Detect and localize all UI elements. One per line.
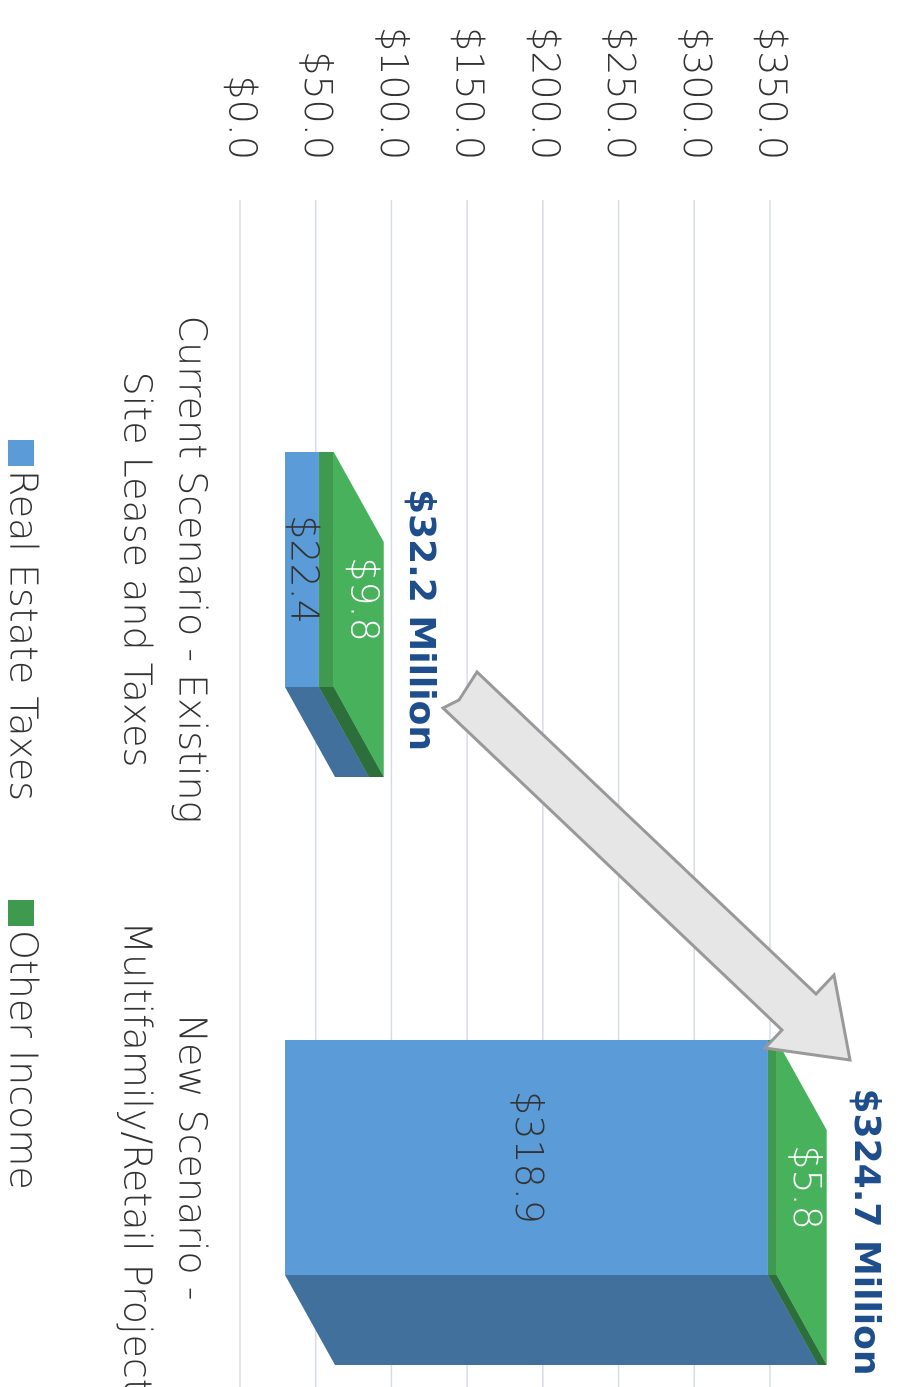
x-tick-label: Multifamily/Retail Project <box>116 921 160 1387</box>
value-label: $22.4 <box>282 515 326 624</box>
rotated-chart: $0.0 $50.0 $100.0 $150.0 $200.0 $250.0 $300.0 $… <box>2 27 887 1387</box>
total-label: $32.2 Million <box>401 489 442 751</box>
bar <box>767 1040 777 1275</box>
y-tick-label: $300.0 <box>675 27 719 160</box>
x-tick-label: Current Scenario - Existing <box>171 316 215 824</box>
bar-top <box>333 452 384 777</box>
bar <box>284 452 319 687</box>
y-tick-label: $100.0 <box>372 27 416 160</box>
y-tick-label: $0.0 <box>221 75 265 160</box>
bar-side <box>318 687 384 777</box>
bar-side <box>767 1275 827 1365</box>
total-label: $324.7 Million <box>846 1089 887 1376</box>
x-tick-label: New Scenario - <box>171 1015 215 1301</box>
value-label: $5.8 <box>785 1145 829 1230</box>
bar-top <box>776 1040 827 1365</box>
y-tick-label: $350.0 <box>751 27 795 160</box>
arrow <box>440 669 852 1062</box>
bar <box>285 1040 768 1275</box>
y-tick-label: $250.0 <box>599 27 643 160</box>
bar-side <box>285 687 369 777</box>
legend-label: Other Income <box>2 930 46 1190</box>
legend-swatch <box>8 440 34 466</box>
x-tick-label: Site Lease and Taxes <box>116 372 160 768</box>
y-tick-label: $50.0 <box>296 51 340 160</box>
legend-label: Real Estate Taxes <box>2 470 46 801</box>
y-tick-label: $200.0 <box>523 27 567 160</box>
value-label: $9.8 <box>342 557 386 642</box>
bar <box>318 452 334 687</box>
legend-swatch <box>8 900 34 926</box>
value-label: $318.9 <box>507 1091 551 1224</box>
y-tick-label: $150.0 <box>448 27 492 160</box>
bar-side <box>285 1275 818 1365</box>
